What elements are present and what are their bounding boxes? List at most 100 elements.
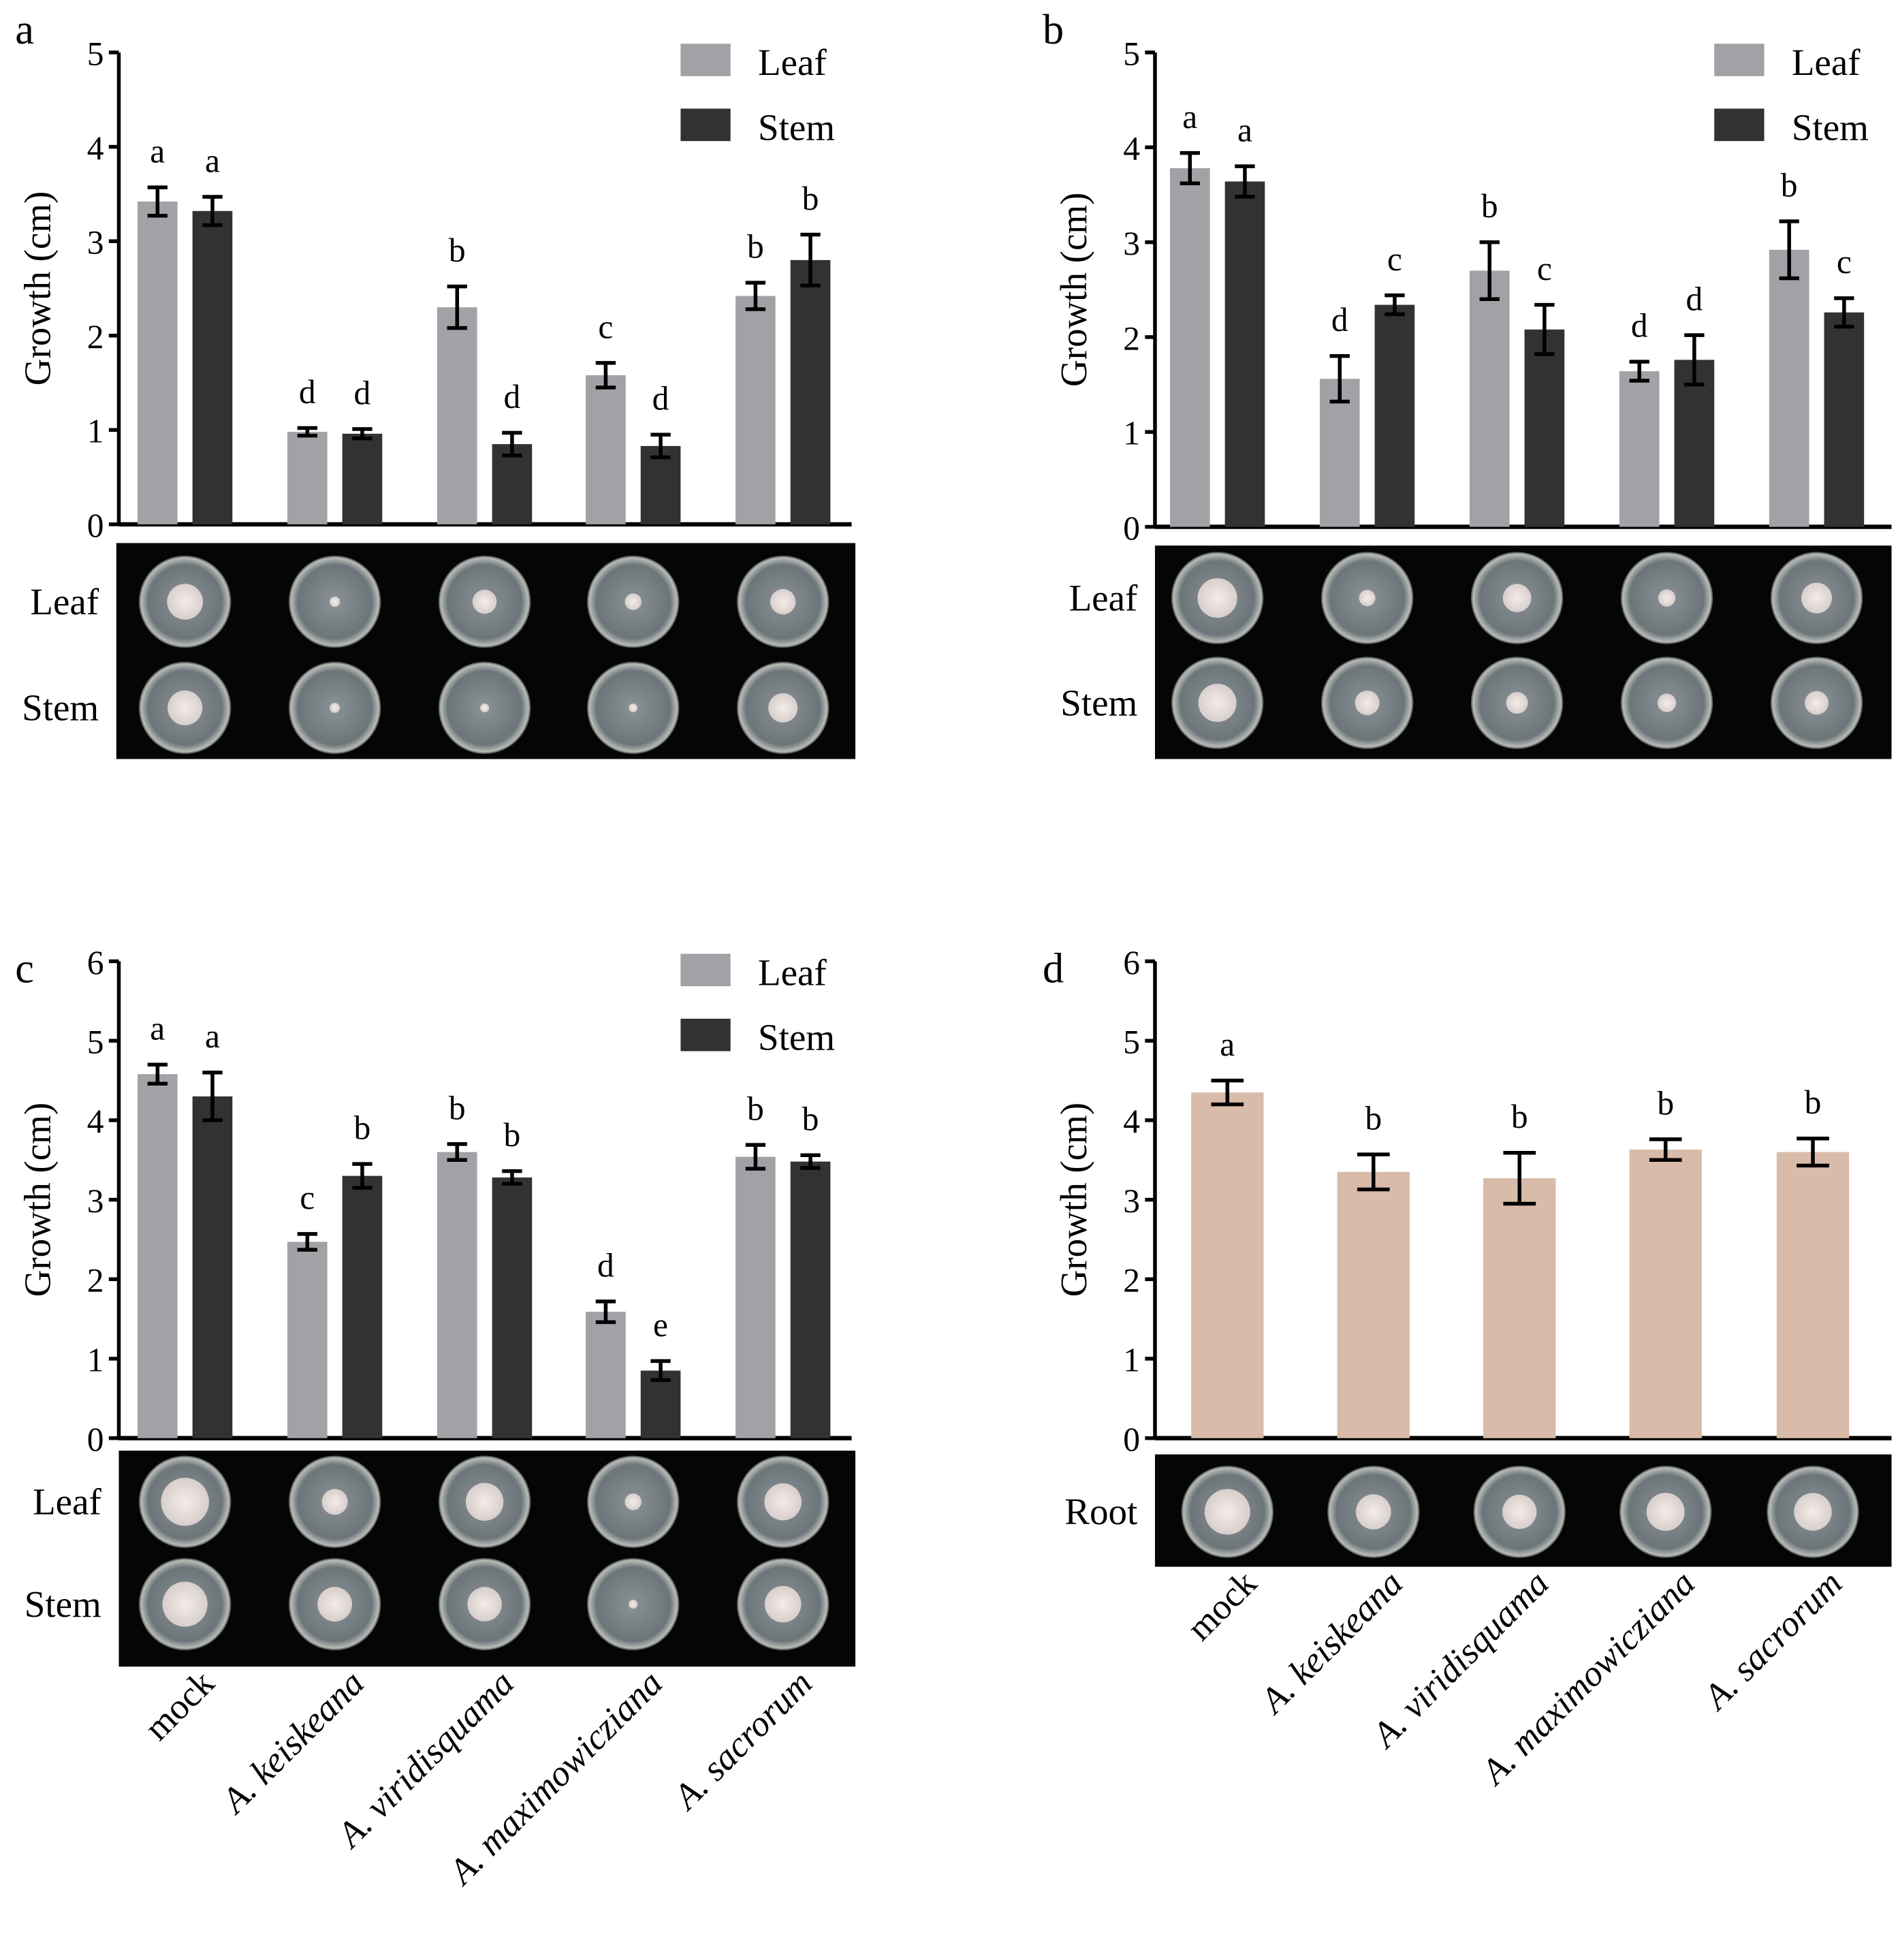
fungal-colony (1355, 691, 1380, 716)
bar (287, 432, 328, 524)
fungal-colony (1646, 1492, 1685, 1531)
legend-label: Stem (758, 1017, 835, 1058)
significance-letter: b (1481, 187, 1498, 225)
y-axis-title: Growth (cm) (1053, 193, 1094, 388)
fungal-colony (624, 1493, 642, 1511)
y-tick-label: 3 (87, 1182, 104, 1220)
significance-letter: a (1220, 1026, 1235, 1063)
fungal-colony (317, 1587, 353, 1622)
significance-letter: b (747, 1090, 764, 1127)
fungal-colony (629, 703, 638, 712)
significance-letter: a (150, 1010, 165, 1047)
bar (1483, 1178, 1556, 1438)
photo-row-label: Stem (1060, 682, 1137, 723)
panel-a: a 0 1 2 3 4 5 Growth (cm) a d b c b Leaf a d d d b Stem Leaf… (15, 6, 856, 759)
bar (1337, 1171, 1410, 1438)
significance-letter: b (1781, 166, 1798, 204)
bar (192, 1096, 233, 1438)
fungal-colony (1355, 1494, 1391, 1530)
x-category-label: A. keiskeana (213, 1663, 372, 1822)
legend-swatch (1714, 44, 1765, 76)
y-axis-title: Growth (cm) (17, 191, 59, 386)
y-tick-label: 3 (1123, 1182, 1140, 1220)
y-tick-label: 4 (87, 1103, 104, 1140)
significance-letter: b (1805, 1084, 1822, 1121)
error-bar (1479, 240, 1500, 301)
error-bar (1211, 1078, 1244, 1107)
y-tick-label: 3 (1123, 225, 1140, 262)
fungal-colony (1198, 684, 1237, 723)
significance-letter: d (1686, 280, 1703, 317)
panel-label: b (1043, 6, 1064, 53)
photo-row-label: Stem (22, 687, 99, 729)
fungal-colony (465, 1483, 504, 1521)
error-bar (595, 1299, 616, 1325)
error-bar (502, 1169, 522, 1186)
fungal-colony (472, 589, 497, 614)
significance-letter: c (1537, 250, 1552, 287)
significance-letter: a (1237, 112, 1252, 149)
y-axis-title: Growth (cm) (1053, 1103, 1094, 1297)
significance-letter: b (354, 1109, 371, 1146)
fungal-colony (162, 1581, 208, 1627)
photo-row-label: Leaf (30, 581, 99, 622)
bar (736, 296, 776, 524)
significance-letter: c (1387, 240, 1402, 278)
legend-label: Stem (758, 106, 835, 148)
error-bar (202, 195, 223, 227)
error-bar (297, 426, 317, 438)
panel-c: c 0 1 2 3 4 5 6 Growth (cm) a c b d b Leaf a b b e b Stem Lea… (15, 944, 856, 1893)
bar (1619, 371, 1660, 527)
fungal-colony (1359, 590, 1376, 607)
bar (1469, 270, 1510, 527)
significance-letter: b (802, 1101, 819, 1138)
fungal-colony (768, 693, 798, 723)
legend-swatch (680, 44, 731, 76)
legend-swatch (680, 108, 731, 142)
error-bar (1534, 302, 1555, 356)
photo-row-label: Leaf (33, 1481, 101, 1523)
bar (1776, 1152, 1850, 1438)
significance-letter: d (1631, 307, 1648, 345)
significance-letter: d (504, 378, 521, 415)
x-category-label: A. sacrorum (1695, 1564, 1850, 1719)
bar (736, 1156, 776, 1438)
error-bar (1357, 1152, 1390, 1192)
significance-letter: a (1182, 98, 1197, 136)
legend-swatch (680, 953, 731, 987)
significance-letter: b (802, 180, 819, 217)
x-category-label: A. keiskeana (1252, 1564, 1410, 1722)
bar (492, 1177, 533, 1438)
bar (1769, 249, 1809, 527)
error-bar (202, 1071, 223, 1122)
y-tick-label: 1 (1123, 415, 1140, 452)
error-bar (352, 1162, 373, 1190)
y-tick-label: 6 (1123, 944, 1140, 981)
x-category-label: mock (1180, 1563, 1265, 1648)
error-bar (147, 185, 168, 218)
significance-letter: d (597, 1246, 614, 1284)
error-bar (1797, 1137, 1829, 1168)
y-tick-label: 0 (1123, 509, 1140, 547)
y-tick-label: 2 (87, 318, 104, 355)
error-bar (650, 1359, 671, 1382)
significance-letter: d (354, 374, 371, 411)
significance-letter: b (1657, 1084, 1674, 1122)
fungal-colony (1197, 578, 1237, 618)
fungal-colony (467, 1587, 502, 1622)
legend-label: Leaf (758, 951, 827, 993)
y-tick-label: 4 (87, 129, 104, 167)
legend-label: Leaf (1792, 42, 1861, 83)
error-bar (800, 232, 821, 288)
fungal-colony (480, 703, 490, 712)
fungal-colony (1657, 693, 1677, 712)
bar (586, 1312, 626, 1438)
error-bar (745, 281, 766, 311)
fungal-colony (1506, 692, 1528, 714)
fungal-colony (168, 690, 203, 725)
significance-letter: c (598, 308, 613, 345)
bar (1824, 312, 1865, 527)
photo-row-label: Leaf (1069, 577, 1138, 618)
bar (1524, 329, 1565, 527)
significance-letter: d (1331, 301, 1348, 338)
